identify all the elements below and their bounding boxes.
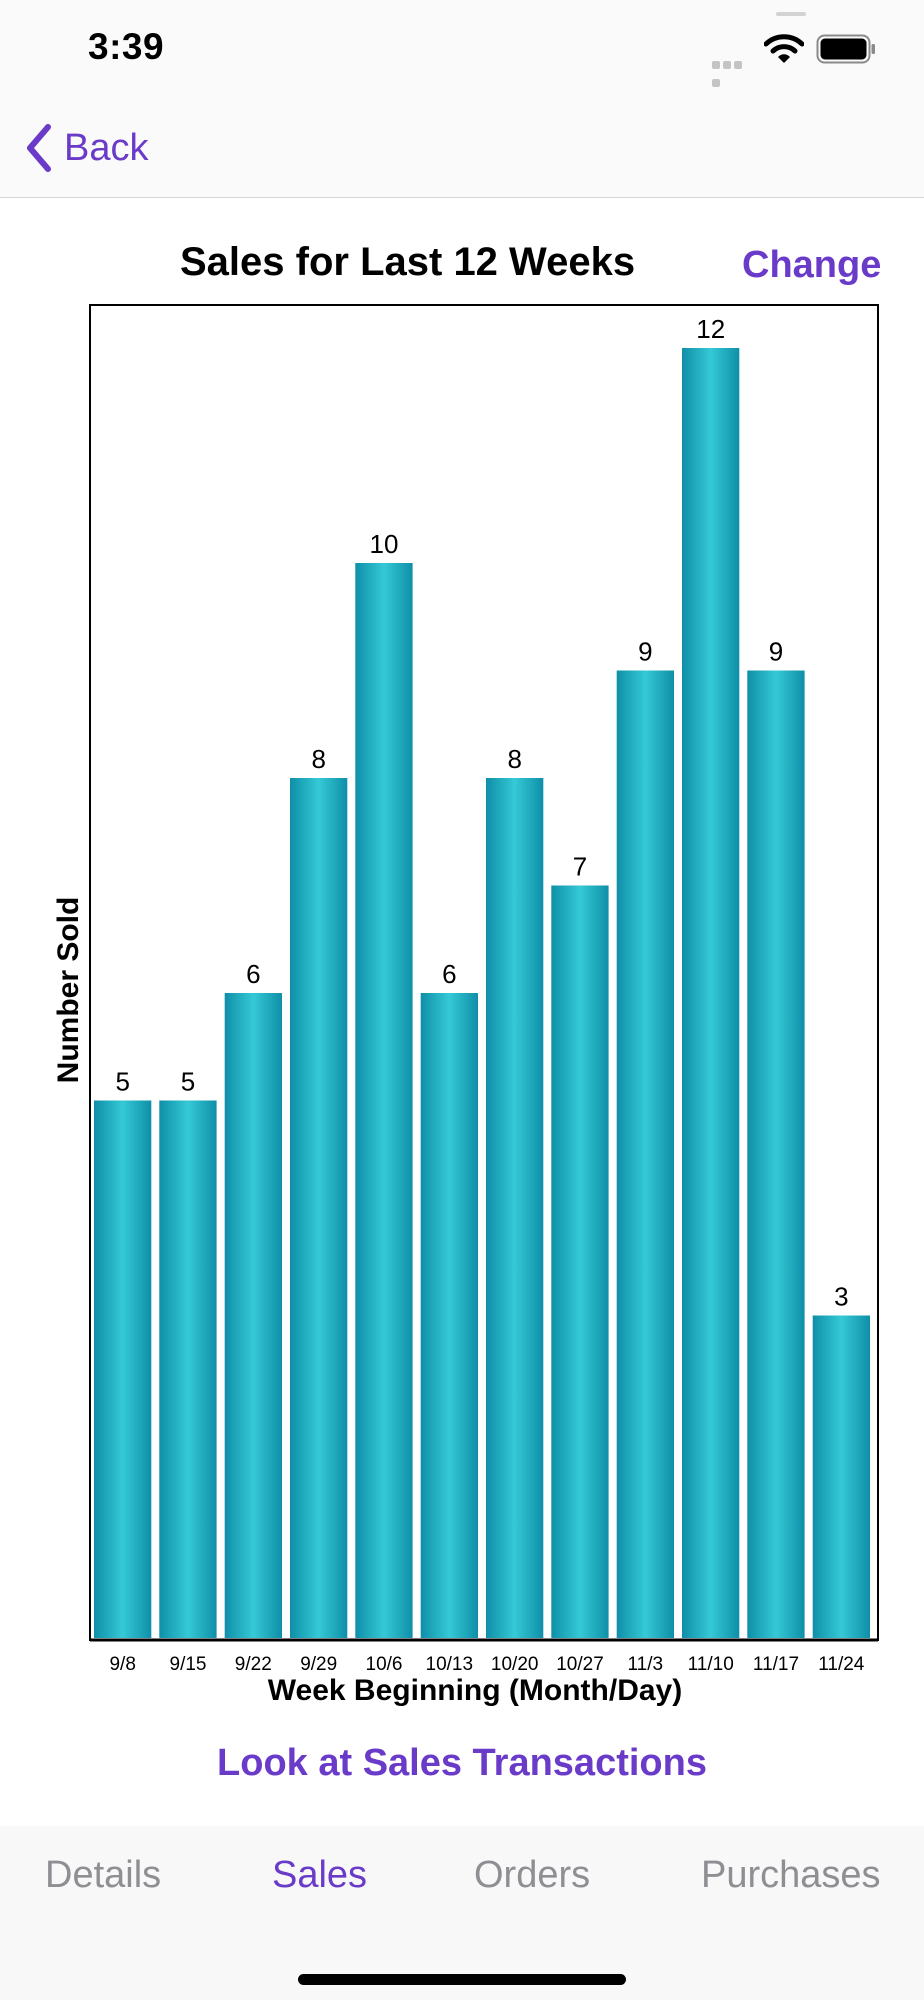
bar-value-label: 6: [246, 959, 260, 989]
bar-9-15: [159, 1100, 217, 1638]
bar-value-label: 5: [181, 1067, 195, 1097]
x-tick-label: 11/24: [818, 1654, 865, 1675]
x-tick-label: 10/27: [556, 1654, 604, 1675]
x-tick-label: 10/6: [366, 1654, 403, 1675]
bar-value-label: 5: [115, 1067, 129, 1097]
wifi-icon: [764, 34, 804, 63]
bar-10-13: [420, 993, 478, 1638]
bar-11-24: [812, 1315, 870, 1638]
x-tick-label: 9/22: [235, 1654, 272, 1675]
back-button[interactable]: Back: [22, 120, 148, 176]
status-time: 3:39: [88, 26, 165, 67]
chart-title: Sales for Last 12 Weeks: [180, 240, 636, 284]
bar-11-3: [616, 670, 674, 1638]
bar-value-label: 9: [769, 637, 783, 667]
change-button[interactable]: Change: [742, 244, 882, 286]
bar-value-label: 12: [696, 314, 725, 344]
bar-9-29: [290, 778, 348, 1638]
bar-value-label: 9: [638, 637, 652, 667]
tab-orders[interactable]: Orders: [474, 1854, 591, 1896]
bar-value-label: 3: [834, 1282, 848, 1312]
bar-9-22: [224, 993, 282, 1638]
bar-10-20: [486, 778, 544, 1638]
pull-indicator: [776, 12, 806, 16]
back-label: Back: [64, 126, 149, 169]
sales-bar-chart: 5 9/8 5 9/15 6 9/22 8 9/29 10 10/6 6 10/13 8 10/20 7 10…: [52, 304, 879, 1707]
navigation-bar: Back: [0, 100, 924, 198]
y-axis-label: Number Sold: [52, 897, 85, 1084]
battery-icon: [816, 34, 875, 64]
x-axis-label: Week Beginning (Month/Day): [268, 1674, 682, 1707]
tab-details[interactable]: Details: [45, 1854, 162, 1896]
sales-transactions-link[interactable]: Look at Sales Transactions: [217, 1742, 707, 1784]
tab-bar: Details Sales Orders Purchases: [0, 1826, 924, 2000]
bar-11-10: [682, 348, 740, 1638]
x-tick-label: 9/29: [300, 1654, 337, 1675]
status-bar: 3:39: [0, 0, 924, 100]
x-tick-label: 9/8: [109, 1654, 135, 1675]
x-tick-label: 10/20: [491, 1654, 539, 1675]
bar-value-label: 10: [370, 529, 399, 559]
tab-sales[interactable]: Sales: [272, 1854, 368, 1896]
x-tick-label: 11/17: [753, 1654, 799, 1675]
bar-value-label: 7: [573, 852, 587, 882]
bar-value-label: 8: [507, 744, 521, 774]
chevron-left-icon: [27, 124, 51, 172]
x-tick-label: 9/15: [170, 1654, 207, 1675]
home-indicator: [298, 1974, 626, 1985]
bar-10-27: [551, 885, 609, 1638]
bar-value-label: 8: [311, 744, 325, 774]
cellular-signal-icon: [712, 56, 754, 87]
tab-purchases[interactable]: Purchases: [701, 1854, 881, 1896]
x-tick-label: 10/13: [426, 1654, 474, 1675]
bar-9-8: [94, 1100, 152, 1638]
x-tick-label: 11/3: [628, 1654, 664, 1675]
bar-10-6: [355, 563, 413, 1638]
bar-value-label: 6: [442, 959, 456, 989]
x-tick-label: 11/10: [688, 1654, 734, 1675]
bar-11-17: [747, 670, 805, 1638]
